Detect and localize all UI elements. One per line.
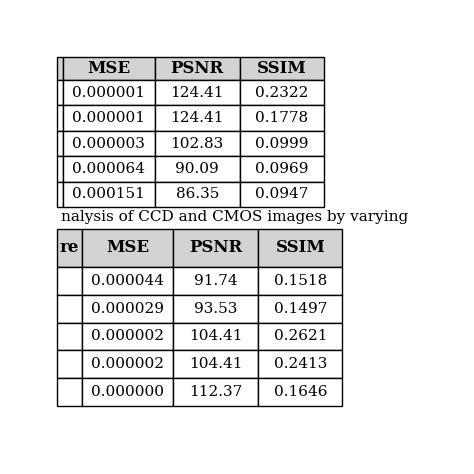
Bar xyxy=(173,322,258,350)
Text: 0.1646: 0.1646 xyxy=(273,385,327,399)
Bar xyxy=(82,228,173,267)
Bar xyxy=(57,322,82,350)
Bar xyxy=(173,350,258,378)
Bar xyxy=(63,131,155,156)
Bar xyxy=(240,57,324,80)
Bar xyxy=(57,156,63,182)
Text: 93.53: 93.53 xyxy=(194,301,237,316)
Text: 86.35: 86.35 xyxy=(175,187,219,201)
Text: 124.41: 124.41 xyxy=(171,86,224,100)
Bar xyxy=(57,105,63,131)
Bar xyxy=(57,267,82,295)
Text: 0.2621: 0.2621 xyxy=(273,329,327,343)
Bar xyxy=(63,80,155,105)
Text: 0.000000: 0.000000 xyxy=(91,385,164,399)
Bar xyxy=(258,322,342,350)
Text: 0.0969: 0.0969 xyxy=(255,162,309,176)
Text: 0.000003: 0.000003 xyxy=(73,137,146,151)
Bar xyxy=(173,228,258,267)
Text: 124.41: 124.41 xyxy=(171,111,224,125)
Text: 0.000002: 0.000002 xyxy=(91,329,164,343)
Text: 0.0947: 0.0947 xyxy=(255,187,309,201)
Text: 104.41: 104.41 xyxy=(189,329,243,343)
Text: 0.000029: 0.000029 xyxy=(91,301,164,316)
Text: 112.37: 112.37 xyxy=(189,385,242,399)
Bar xyxy=(258,267,342,295)
Bar xyxy=(258,350,342,378)
Bar xyxy=(155,131,240,156)
Bar xyxy=(155,156,240,182)
Bar xyxy=(82,267,173,295)
Text: 0.000001: 0.000001 xyxy=(73,86,146,100)
Text: 0.000002: 0.000002 xyxy=(91,357,164,371)
Bar xyxy=(240,182,324,207)
Bar xyxy=(155,182,240,207)
Text: PSNR: PSNR xyxy=(189,239,242,256)
Bar xyxy=(82,322,173,350)
Text: re: re xyxy=(60,239,79,256)
Text: 0.2322: 0.2322 xyxy=(255,86,309,100)
Text: 0.1778: 0.1778 xyxy=(255,111,308,125)
Text: 91.74: 91.74 xyxy=(194,274,237,288)
Text: SSIM: SSIM xyxy=(275,239,325,256)
Text: 104.41: 104.41 xyxy=(189,357,243,371)
Text: 102.83: 102.83 xyxy=(171,137,224,151)
Bar xyxy=(57,57,63,80)
Bar xyxy=(63,182,155,207)
Text: MSE: MSE xyxy=(87,60,130,77)
Bar xyxy=(63,156,155,182)
Text: 0.2413: 0.2413 xyxy=(273,357,327,371)
Bar xyxy=(57,80,63,105)
Text: MSE: MSE xyxy=(106,239,149,256)
Text: 0.1497: 0.1497 xyxy=(273,301,327,316)
Bar xyxy=(258,295,342,322)
Bar xyxy=(173,267,258,295)
Text: SSIM: SSIM xyxy=(257,60,307,77)
Bar xyxy=(63,57,155,80)
Bar xyxy=(155,105,240,131)
Bar xyxy=(57,378,82,406)
Bar xyxy=(258,228,342,267)
Bar xyxy=(240,80,324,105)
Text: 0.000151: 0.000151 xyxy=(73,187,146,201)
Text: PSNR: PSNR xyxy=(171,60,224,77)
Text: 0.1518: 0.1518 xyxy=(273,274,327,288)
Bar xyxy=(155,57,240,80)
Bar xyxy=(258,378,342,406)
Bar xyxy=(63,105,155,131)
Bar xyxy=(82,350,173,378)
Bar xyxy=(173,378,258,406)
Bar xyxy=(57,182,63,207)
Bar xyxy=(57,350,82,378)
Bar xyxy=(57,228,82,267)
Bar xyxy=(57,131,63,156)
Text: 0.000064: 0.000064 xyxy=(73,162,146,176)
Text: 0.000044: 0.000044 xyxy=(91,274,164,288)
Bar xyxy=(173,295,258,322)
Bar xyxy=(155,80,240,105)
Bar xyxy=(240,156,324,182)
Bar xyxy=(57,295,82,322)
Text: nalysis of CCD and CMOS images by varying: nalysis of CCD and CMOS images by varyin… xyxy=(61,210,408,224)
Bar xyxy=(240,105,324,131)
Text: 0.000001: 0.000001 xyxy=(73,111,146,125)
Text: 0.0999: 0.0999 xyxy=(255,137,309,151)
Text: 90.09: 90.09 xyxy=(175,162,219,176)
Bar xyxy=(240,131,324,156)
Bar xyxy=(82,295,173,322)
Bar xyxy=(82,378,173,406)
